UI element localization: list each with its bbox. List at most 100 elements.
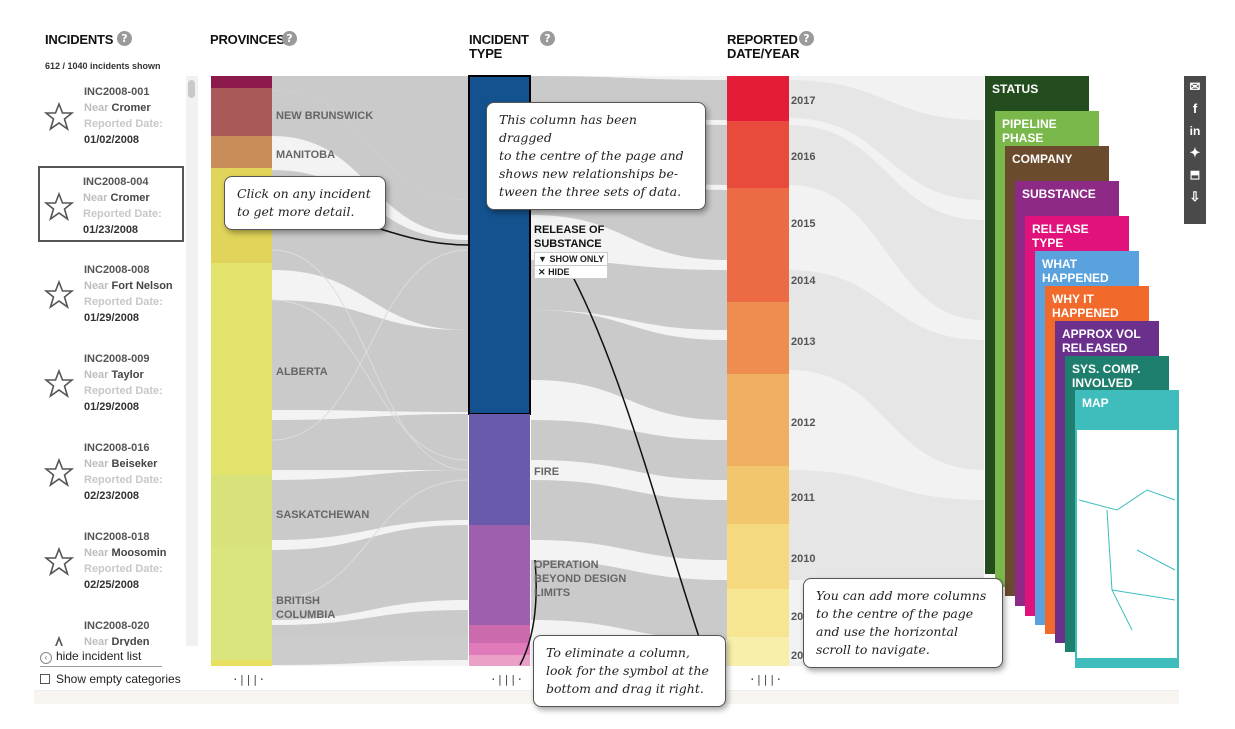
incident-reported-label: Reported Date: [83,208,162,220]
close-icon: ✕ [538,267,546,277]
year-label: 2012 [791,417,816,429]
show-only-label: SHOW ONLY [549,254,605,264]
callout-dragged-line1: This column has been dragged [499,112,637,145]
incident-item[interactable]: INC2008-001 Near Cromer Reported Date: 0… [38,76,184,154]
incidents-help-icon[interactable]: ? [117,31,132,46]
checkbox[interactable] [40,674,50,684]
favorite-star-icon[interactable] [44,192,74,222]
type-label-operation-line1: OPERATION [534,559,599,571]
callout-column-dragged: This column has been dragged to the cent… [486,102,706,210]
year-label: 2016 [791,151,816,163]
incident-city: Cromer [111,102,151,114]
incident-item[interactable]: INC2008-020 Near Dryden [38,610,184,646]
incident-near-label: Near [84,102,109,114]
incident-date: 01/29/2008 [84,401,140,413]
callout-eliminate-column: To eliminate a column, look for the symb… [533,635,726,707]
incident-reported-label: Reported Date: [84,385,163,397]
callout-add-line3: and use the horizontal [816,624,958,639]
callout-eliminate-line3: bottom and drag it right. [546,681,704,696]
incident-city: Taylor [111,369,144,381]
panel-approx-vol-line2: RELEASED [1062,341,1128,355]
incident-list-scrollbar[interactable] [186,76,198,646]
callout-dragged-line2: to the centre of the page and [499,148,684,163]
download-icon[interactable]: ⇩ [1189,189,1201,204]
callout-add-line4: scroll to navigate. [816,642,930,657]
year-label: 20 [791,650,804,662]
incident-id: INC2008-020 [84,620,150,632]
panel-map-label: MAP [1082,396,1109,410]
year-label: 2014 [791,275,816,287]
show-only-button[interactable]: ▼ SHOW ONLY [534,252,608,266]
panel-why-it-happened-label: WHY IT HAPPENED [1052,292,1119,320]
year-label: 2017 [791,95,816,107]
panel-what-happened-label: WHAT HAPPENED [1042,257,1109,285]
favorite-star-icon[interactable] [44,458,74,488]
incident-id: INC2008-016 [84,442,150,454]
panel-status-label: STATUS [992,82,1039,96]
reported-help-icon[interactable]: ? [799,31,814,46]
incident-date: 01/23/2008 [83,224,139,236]
panel-sys-comp-line2: INVOLVED [1072,376,1133,390]
linkedin-icon[interactable]: in [1189,124,1201,138]
twitter-icon[interactable]: ✦ [1189,145,1201,160]
favorite-star-icon[interactable] [44,547,74,577]
panel-map[interactable]: MAP [1075,390,1179,668]
favorite-star-icon[interactable] [44,369,74,399]
provinces-help-icon[interactable]: ? [282,31,297,46]
incident-list[interactable]: INC2008-001 Near Cromer Reported Date: 0… [38,76,186,646]
callout-add-line1: You can add more columns [816,588,987,603]
incident-reported-label: Reported Date: [84,118,163,130]
incident-count: 612 / 1040 incidents shown [45,61,161,71]
favorite-star-icon[interactable] [44,102,74,132]
incident-near-label: Near [84,636,109,646]
incident-type-help-icon[interactable]: ? [540,31,555,46]
province-label-alberta: ALBERTA [276,366,328,378]
facebook-icon[interactable]: f [1192,101,1198,116]
type-label-release-line1: RELEASE OF [534,224,605,236]
incident-reported-label: Reported Date: [84,474,163,486]
callout-dragged-line4: tween the three sets of data. [499,184,682,199]
social-share-bar: ✉ f in ✦ ⬒ ⇩ [1184,76,1206,224]
hide-button[interactable]: ✕ HIDE [534,265,608,279]
incident-city: Beiseker [111,458,158,470]
panel-company-label: COMPANY [1012,152,1073,166]
callout-dragged-line3: shows new relationships be- [499,166,679,181]
incident-item[interactable]: INC2008-018 Near Moosomin Reported Date:… [38,521,184,599]
year-label: 2015 [791,218,816,230]
type-label-fire: FIRE [534,466,560,478]
province-label-british-columbia-line2: COLUMBIA [276,609,336,621]
incident-item[interactable]: INC2008-016 Near Beiseker Reported Date:… [38,432,184,510]
incident-near-label: Near [83,192,108,204]
callout-click-line1: Click on any incident [237,186,371,201]
favorite-star-icon[interactable] [44,280,74,310]
type-label-operation-line2: BEYOND DESIGN [534,573,627,585]
incident-type-header-line1: INCIDENT [469,32,529,47]
filter-icon: ▼ [538,254,547,264]
drag-handle-reported[interactable]: ·|||· [749,673,783,686]
reported-header-line1: REPORTED [727,32,798,47]
incident-near-label: Near [84,280,109,292]
callout-add-columns: You can add more columns to the centre o… [803,578,1003,668]
incidents-header: INCIDENTS [45,32,114,47]
incident-item[interactable]: INC2008-008 Near Fort Nelson Reported Da… [38,254,184,332]
scrollbar-thumb[interactable] [188,80,195,98]
type-label-operation-line3: LIMITS [534,587,571,599]
show-empty-label: Show empty categories [56,672,181,686]
incident-near-label: Near [84,547,109,559]
incident-id: INC2008-018 [84,531,150,543]
hide-incident-list-link[interactable]: ‹ hide incident list [40,649,162,667]
show-empty-categories[interactable]: Show empty categories [40,672,181,686]
incident-city: Fort Nelson [111,280,173,292]
alberta-icon[interactable]: ⬒ [1189,169,1201,181]
incident-item[interactable]: INC2008-009 Near Taylor Reported Date: 0… [38,343,184,421]
callout-eliminate-line1: To eliminate a column, [546,645,690,660]
panel-pipeline-phase-label: PIPELINE PHASE [1002,117,1057,145]
incident-id: INC2008-009 [84,353,150,365]
incident-id: INC2008-001 [84,86,150,98]
incident-date: 01/02/2008 [84,134,140,146]
drag-handle-incident-type[interactable]: ·|||· [490,673,524,686]
panel-approx-vol-line1: APPROX VOL [1062,327,1141,341]
incident-item-selected[interactable]: INC2008-004 Near Cromer Reported Date: 0… [38,166,184,242]
mail-icon[interactable]: ✉ [1189,79,1201,94]
drag-handle-provinces[interactable]: ·|||· [232,673,266,686]
